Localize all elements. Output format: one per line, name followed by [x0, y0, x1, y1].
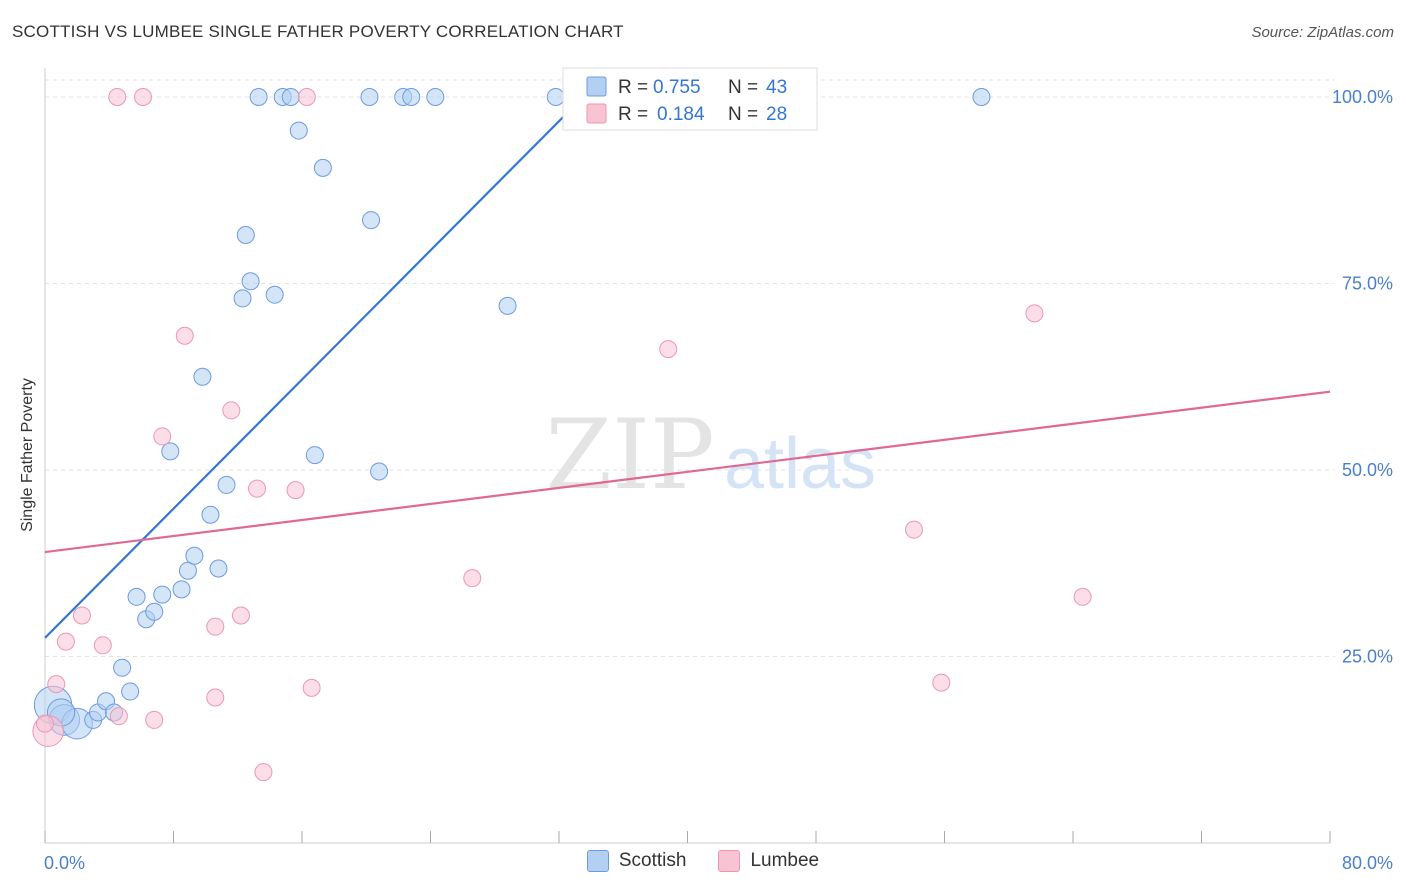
point-scottish-26 — [265, 285, 284, 304]
legend-swatch-lumbee-bottom — [718, 850, 741, 872]
legend-swatch-lumbee — [586, 103, 607, 124]
point-scottish-20 — [209, 559, 228, 578]
point-lumbee-1 — [47, 675, 66, 694]
point-scottish-29 — [289, 121, 308, 140]
correlation-legend: R = 0.755 N = 43 R = 0.184 N = 28 — [562, 67, 818, 131]
point-scottish-9 — [121, 682, 140, 701]
point-scottish-31 — [305, 446, 324, 465]
point-scottish-37 — [426, 88, 445, 106]
point-scottish-36 — [402, 88, 421, 106]
legend-r-label-scottish: R = — [618, 77, 648, 98]
chart-title: SCOTTISH VS LUMBEE SINGLE FATHER POVERTY… — [12, 22, 624, 41]
point-scottish-10 — [127, 587, 146, 606]
legend-swatch-scottish — [586, 76, 607, 97]
point-scottish-28 — [281, 88, 300, 106]
point-scottish-25 — [249, 88, 268, 106]
point-scottish-39 — [546, 88, 565, 106]
y-tick-label: 75.0% — [1342, 274, 1393, 294]
point-lumbee-17 — [286, 481, 305, 500]
legend-item-scottish: Scottish — [586, 850, 687, 872]
point-scottish-22 — [233, 289, 252, 308]
watermark-zip: ZIP — [545, 399, 714, 511]
point-scottish-38 — [498, 296, 517, 315]
gridlines — [45, 79, 1335, 657]
point-scottish-8 — [113, 658, 132, 677]
point-lumbee-23 — [904, 520, 923, 539]
point-lumbee-4 — [93, 636, 112, 655]
point-lumbee-15 — [248, 479, 267, 498]
point-lumbee-8 — [145, 710, 164, 729]
legend-label-lumbee: Lumbee — [750, 850, 820, 871]
point-scottish-34 — [370, 462, 389, 481]
point-lumbee-26 — [1073, 587, 1092, 606]
point-scottish-16 — [178, 561, 197, 580]
point-scottish-13 — [153, 585, 172, 604]
legend-label-scottish: Scottish — [618, 850, 687, 871]
trend-line-lumbee — [44, 390, 1331, 554]
point-scottish-32 — [360, 88, 379, 106]
y-tick-label: 100.0% — [1332, 87, 1393, 107]
point-scottish-42 — [972, 88, 991, 106]
point-scottish-19 — [201, 505, 220, 524]
point-scottish-15 — [172, 580, 191, 599]
legend-n-label-scottish: N = — [728, 77, 758, 98]
point-lumbee-7 — [133, 88, 152, 106]
legend-r-value-lumbee: 0.184 — [657, 104, 705, 125]
point-lumbee-16 — [254, 763, 273, 782]
legend-r-value-scottish: 0.755 — [653, 77, 701, 98]
point-lumbee-11 — [206, 617, 225, 636]
trend-line-scottish — [44, 96, 584, 639]
point-lumbee-12 — [206, 688, 225, 707]
source-label: Source: ZipAtlas.com — [1251, 24, 1394, 41]
point-lumbee-5 — [109, 707, 128, 726]
point-scottish-33 — [362, 211, 381, 230]
legend-swatch-scottish-bottom — [586, 850, 609, 872]
point-lumbee-6 — [108, 88, 127, 106]
legend-n-value-scottish: 43 — [766, 77, 787, 98]
trend-lines — [44, 96, 1331, 639]
point-lumbee-13 — [222, 401, 241, 420]
point-scottish-21 — [217, 475, 236, 494]
point-scottish-23 — [236, 226, 255, 245]
point-lumbee-2 — [56, 632, 75, 651]
point-lumbee-21 — [659, 340, 678, 359]
point-lumbee-25 — [1025, 304, 1044, 323]
point-lumbee-3 — [72, 606, 91, 625]
point-scottish-24 — [241, 272, 260, 291]
point-scottish-30 — [313, 158, 332, 177]
series-legend: Scottish Lumbee — [0, 850, 1406, 872]
legend-n-value-lumbee: 28 — [766, 104, 787, 125]
x-tick-label-max: 80.0% — [1342, 853, 1393, 873]
y-tick-label: 50.0% — [1342, 460, 1393, 480]
point-lumbee-24 — [932, 673, 951, 692]
point-scottish-14 — [161, 442, 180, 461]
point-lumbee-19 — [302, 678, 321, 697]
x-tick-label-min: 0.0% — [44, 853, 85, 873]
point-scottish-18 — [193, 367, 212, 386]
point-scottish-17 — [185, 546, 204, 565]
legend-r-label-lumbee: R = — [618, 104, 648, 125]
legend-item-lumbee: Lumbee — [718, 850, 819, 872]
point-lumbee-27 — [36, 714, 54, 733]
legend-n-label-lumbee: N = — [728, 104, 758, 125]
point-scottish-12 — [145, 602, 164, 621]
point-lumbee-18 — [297, 88, 316, 106]
point-lumbee-10 — [175, 326, 194, 345]
tick-labels: 25.0% 50.0% 75.0% 100.0% 0.0% 80.0% — [44, 87, 1393, 873]
point-lumbee-20 — [463, 569, 482, 588]
y-tick-label: 25.0% — [1342, 647, 1393, 667]
point-lumbee-9 — [153, 427, 172, 446]
point-lumbee-14 — [231, 606, 250, 625]
